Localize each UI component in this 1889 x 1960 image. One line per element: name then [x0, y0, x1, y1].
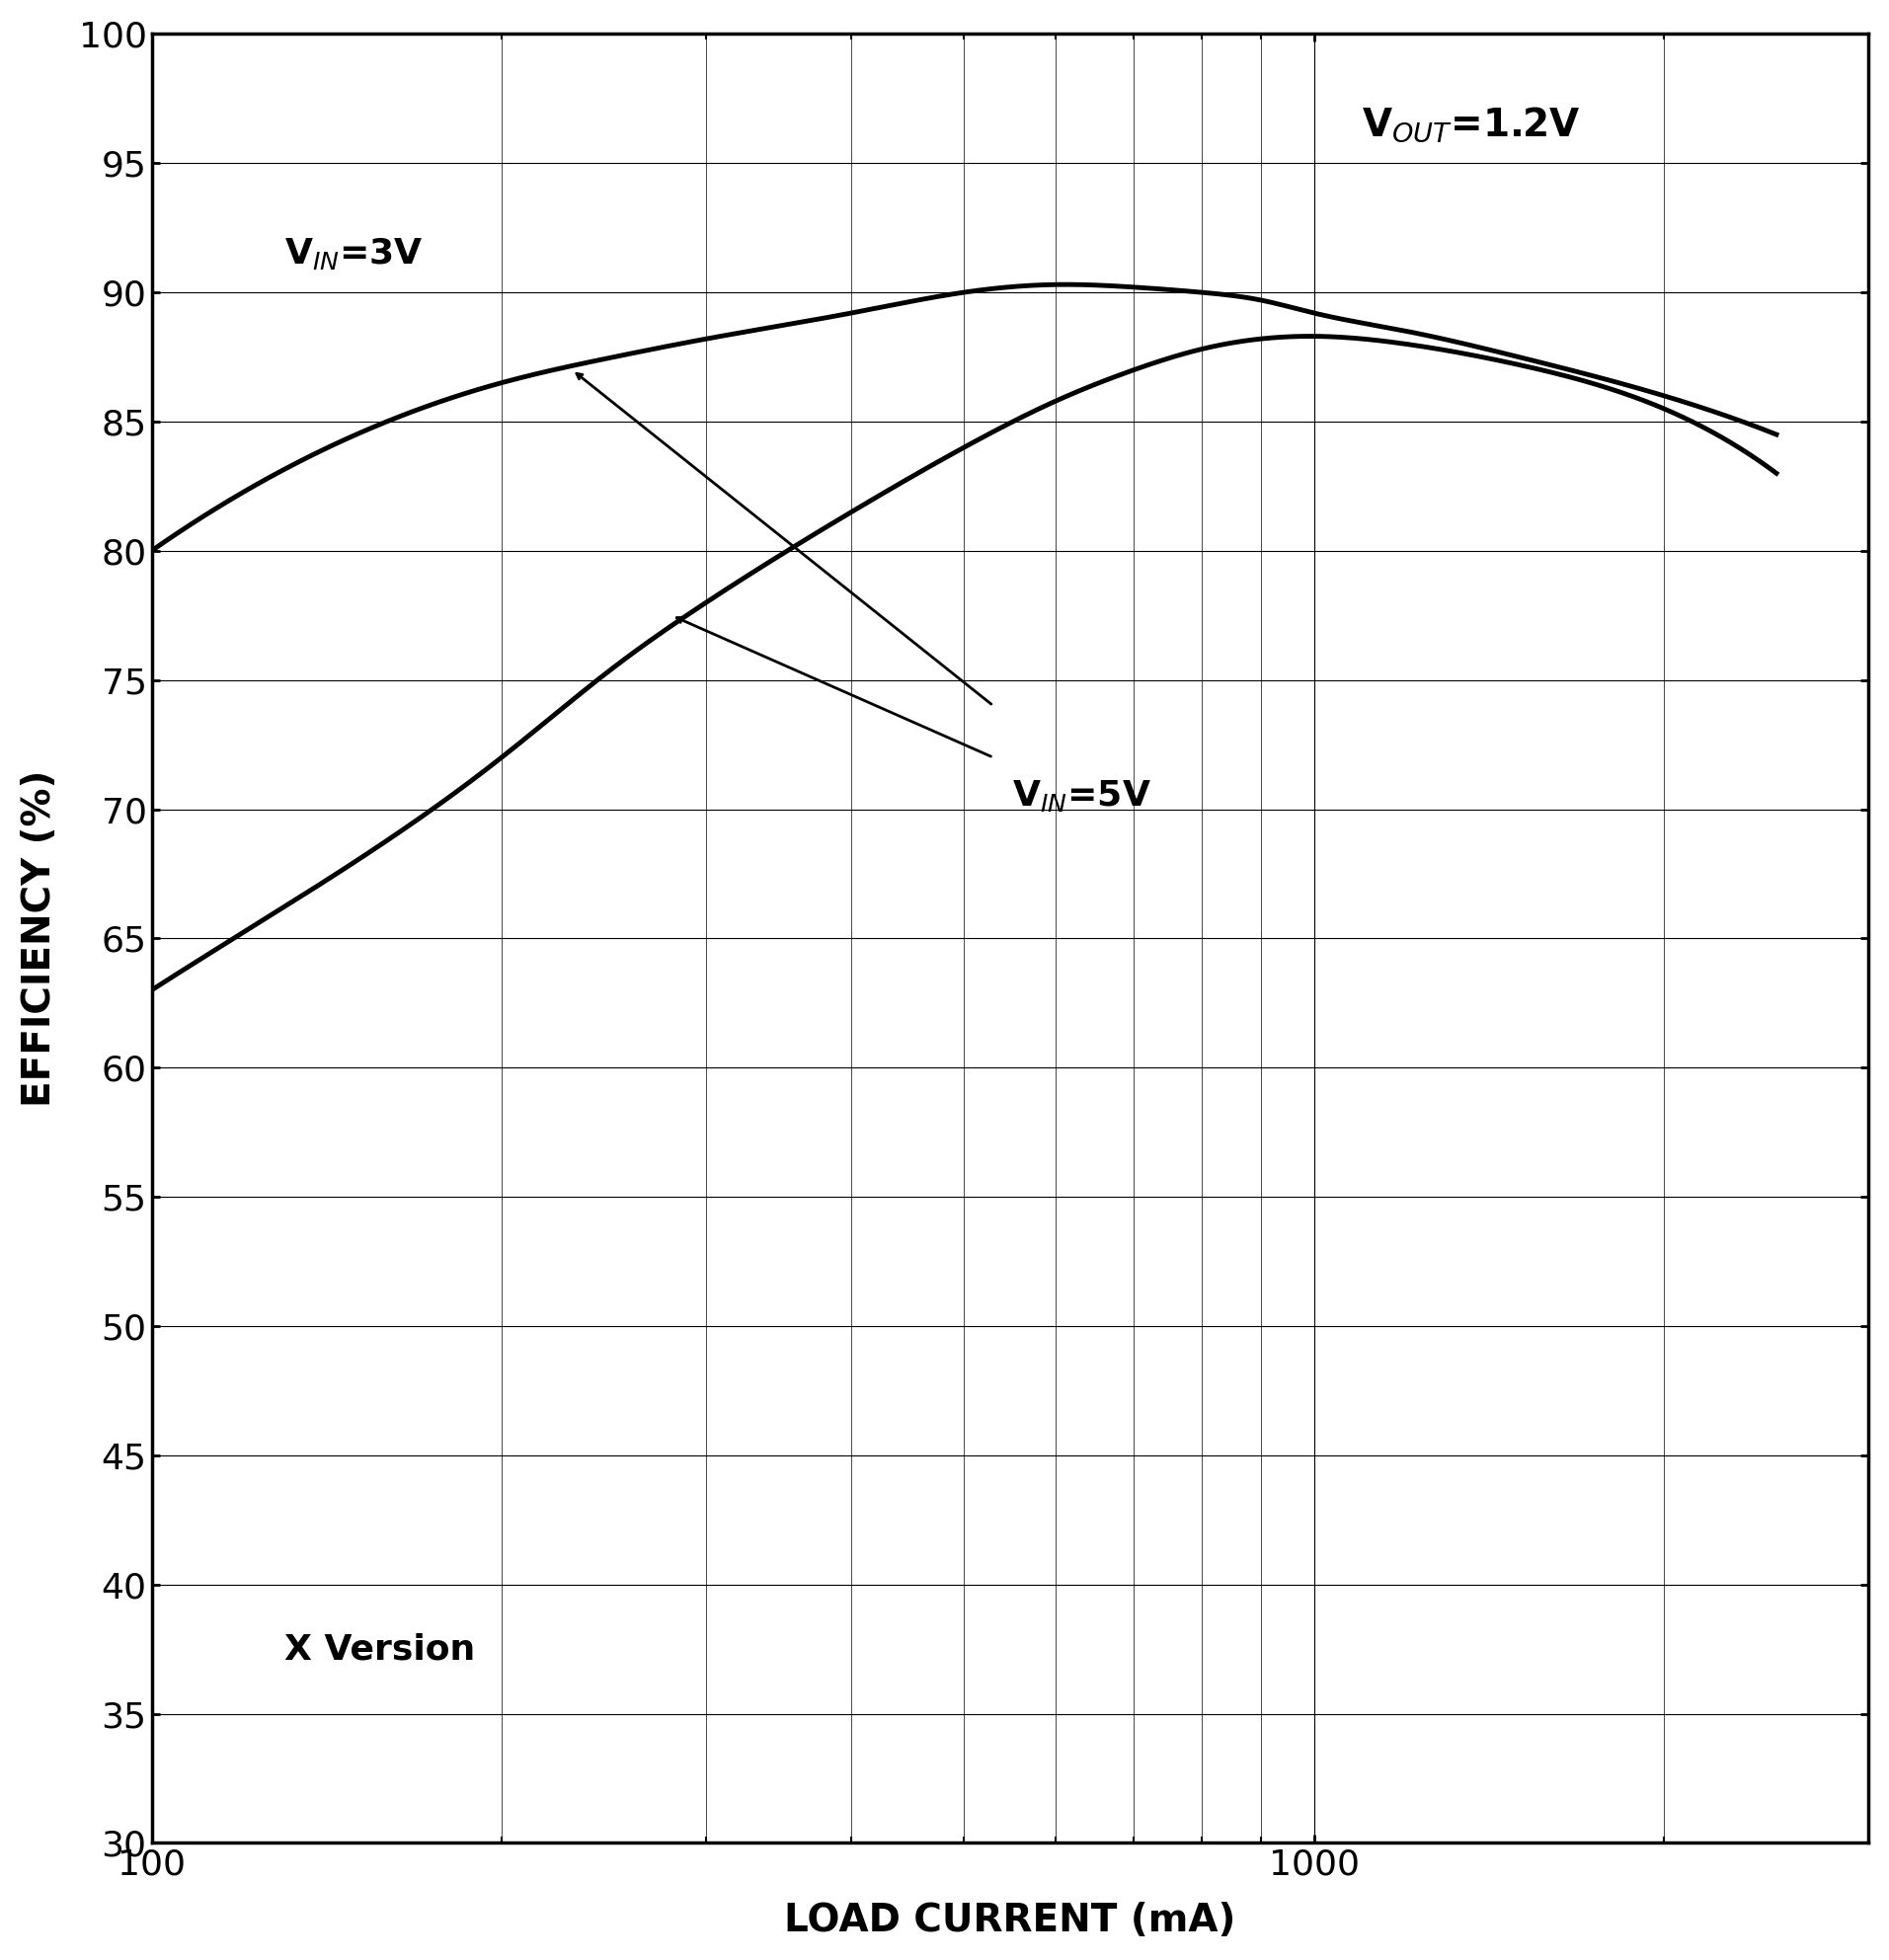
- Text: V$_{OUT}$=1.2V: V$_{OUT}$=1.2V: [1362, 104, 1581, 143]
- Text: V$_{IN}$=5V: V$_{IN}$=5V: [1013, 778, 1150, 813]
- Y-axis label: EFFICIENCY (%): EFFICIENCY (%): [21, 770, 59, 1107]
- Text: V$_{IN}$=3V: V$_{IN}$=3V: [283, 235, 423, 270]
- Text: X Version: X Version: [283, 1633, 474, 1666]
- X-axis label: LOAD CURRENT (mA): LOAD CURRENT (mA): [784, 1901, 1235, 1940]
